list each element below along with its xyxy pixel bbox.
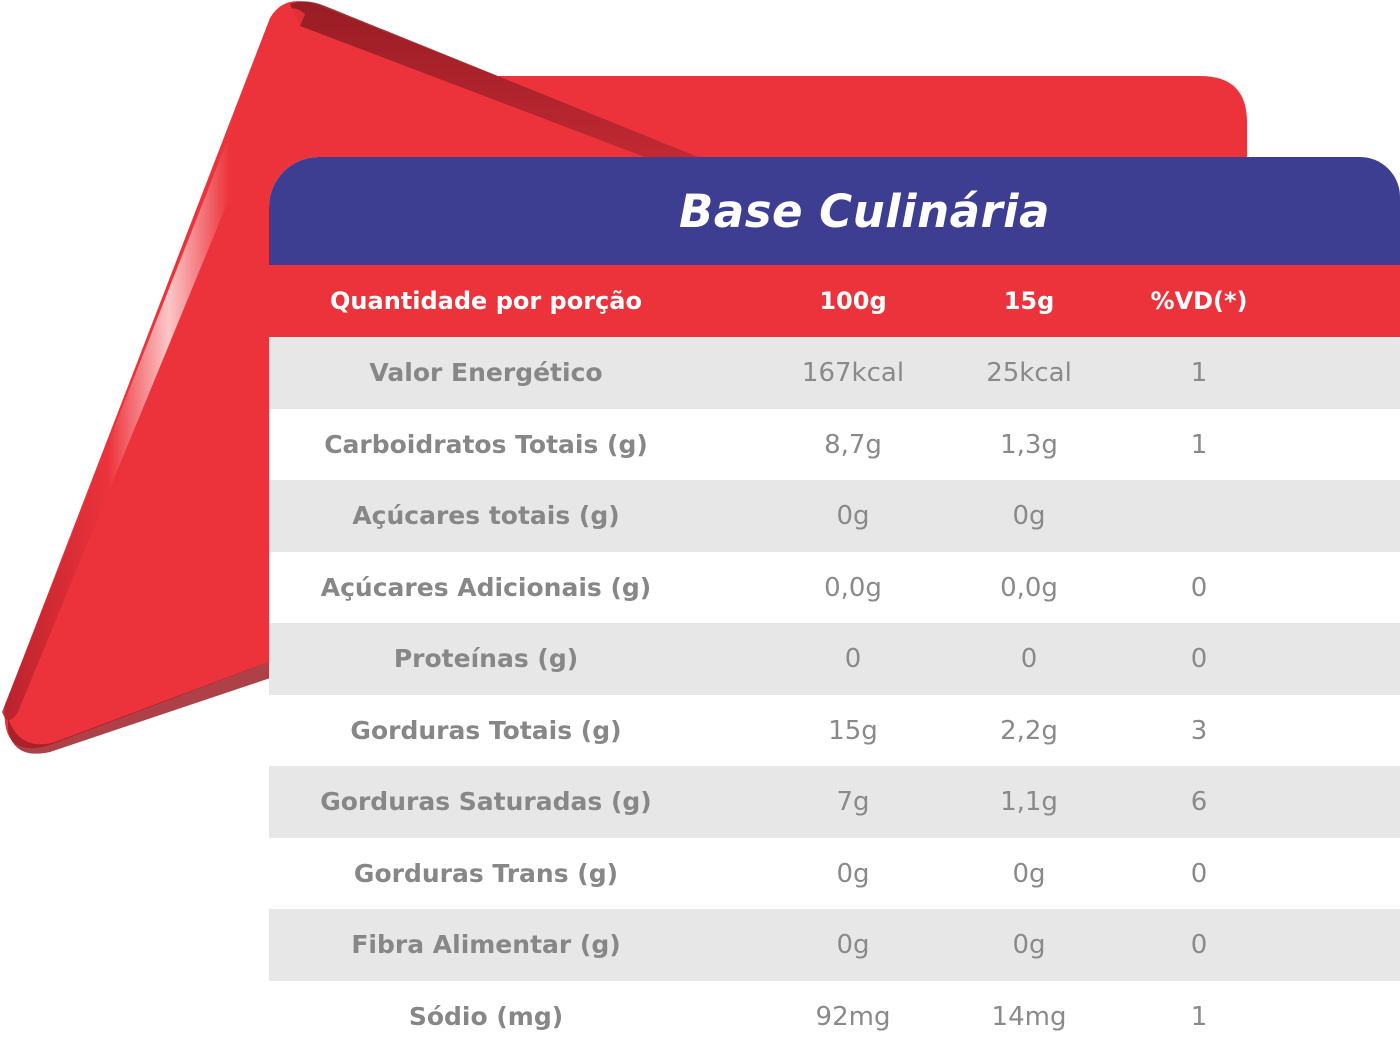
row-value-100g: 0g [836,930,870,960]
row-value-15g: 14mg [991,1001,1067,1032]
row-value-vd: 1 [1190,358,1208,388]
table-row: Carboidratos Totais (g) 8,7g 1,3g 1 [269,408,1400,481]
row-label: Gorduras Totais (g) [350,715,622,745]
row-value-vd: 0 [1190,930,1208,960]
row-label: Açúcares Adicionais (g) [320,572,652,602]
row-label: Valor Energético [369,358,603,387]
red-triangle-top-edge [290,1,730,178]
row-value-100g: 0 [844,644,862,674]
row-value-15g: 2,2g [1000,715,1058,746]
row-value-15g: 25kcal [986,358,1072,388]
table-row: Açúcares Adicionais (g) 0,0g 0,0g 0 [269,551,1400,624]
row-label: Gorduras Saturadas (g) [320,787,652,816]
row-value-100g: 92mg [815,1001,891,1032]
row-value-100g: 0g [836,501,870,531]
table-row: Valor Energético 167kcal 25kcal 1 [269,337,1400,409]
row-label: Proteínas (g) [393,644,579,673]
row-label: Sódio (mg) [408,1001,564,1031]
row-label: Gorduras Trans (g) [353,858,619,888]
row-value-vd: 1 [1190,1001,1208,1032]
table-row: Sódio (mg) 92mg 14mg 1 [269,980,1400,1053]
table-header-row: Quantidade por porção 100g 15g %VD(*) [269,265,1400,337]
row-value-15g: 1,1g [1000,787,1058,817]
row-value-15g: 1,3g [1000,429,1058,460]
header-100g: 100g [819,287,887,315]
nutrition-table: Base Culinária Quantidade por porção 100… [269,157,1400,1059]
table-row: Açúcares totais (g) 0g 0g [269,480,1400,552]
row-value-vd: 3 [1190,715,1208,746]
row-label: Carboidratos Totais (g) [324,429,648,459]
row-value-15g: 0g [1012,501,1046,531]
row-value-vd: 0 [1190,858,1208,889]
row-value-15g: 0g [1012,858,1046,889]
row-value-vd: 0 [1190,644,1208,674]
row-value-vd: 0 [1190,572,1208,603]
row-value-vd [1099,480,1299,552]
row-value-100g: 0,0g [824,572,882,603]
table-row: Proteínas (g) 0 0 0 [269,623,1400,695]
row-value-15g: 0g [1012,930,1046,960]
row-value-15g: 0,0g [1000,572,1058,603]
header-vd: %VD(*) [1150,287,1248,315]
table-title: Base Culinária [679,184,1050,238]
title-bar: Base Culinária [269,157,1400,265]
row-label: Fibra Alimentar (g) [351,930,621,959]
table-row: Fibra Alimentar (g) 0g 0g 0 [269,909,1400,981]
row-value-100g: 7g [836,787,870,817]
row-value-vd: 6 [1190,787,1208,817]
red-triangle-shine [2,8,305,721]
header-15g: 15g [1003,287,1055,315]
row-value-15g: 0 [1020,644,1038,674]
table-row: Gorduras Trans (g) 0g 0g 0 [269,837,1400,910]
row-label: Açúcares totais (g) [352,501,620,530]
header-portion-label: Quantidade por porção [330,287,642,315]
table-row: Gorduras Saturadas (g) 7g 1,1g 6 [269,766,1400,838]
row-value-100g: 15g [828,715,878,746]
row-value-100g: 0g [836,858,870,889]
row-value-100g: 167kcal [801,358,905,388]
table-row: Gorduras Totais (g) 15g 2,2g 3 [269,694,1400,767]
row-value-100g: 8,7g [824,429,882,460]
row-value-vd: 1 [1190,429,1208,460]
